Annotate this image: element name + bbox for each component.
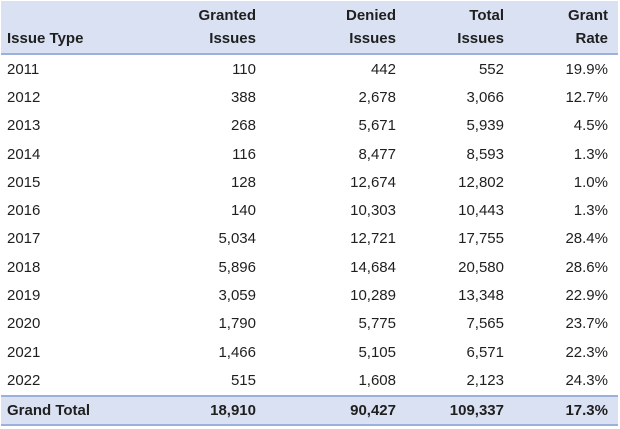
denied-issues-cell: 12,674 (350, 173, 396, 191)
column-header-total-issues: Total Issues (396, 1, 504, 54)
grand-total-rate-cell: 17.3% (565, 401, 608, 419)
total-issues-cell: 3,066 (466, 88, 504, 106)
denied-issues-cell: 2,678 (358, 88, 396, 106)
denied-issues-cell: 5,671 (358, 117, 396, 135)
column-header-issue-type: Issue Type (1, 1, 156, 54)
grand-total-label-cell: Grand Total (7, 401, 91, 419)
table-row: 2021 1,466 5,105 6,571 22.3% (1, 337, 618, 367)
total-issues-cell: 12,802 (458, 173, 504, 191)
table-row: 2011 110 442 552 19.9% (1, 55, 618, 84)
grand-total-total-cell: 109,337 (449, 401, 504, 419)
row-label-cell: 2012 (7, 88, 41, 106)
row-label-cell: 2013 (7, 117, 41, 135)
table-body: 2011 110 442 552 19.9% 2012 388 2,678 3,066 12.7%… (1, 55, 618, 395)
column-header-grant-rate: Grant Rate (504, 1, 618, 54)
table-row: 2015 128 12,674 12,802 1.0% (1, 168, 618, 197)
column-header-rate-line1: Grant (567, 7, 608, 24)
grant-rate-cell: 23.7% (565, 315, 608, 333)
table-row: 2012 388 2,678 3,066 12.7% (1, 83, 618, 112)
denied-issues-cell: 8,477 (358, 145, 396, 163)
row-label-cell: 2017 (7, 230, 41, 248)
granted-issues-cell: 5,896 (218, 258, 256, 276)
grant-rate-cell: 1.0% (573, 173, 608, 191)
total-issues-cell: 6,571 (466, 343, 504, 361)
table-row: 2018 5,896 14,684 20,580 28.6% (1, 253, 618, 282)
grand-total-granted-cell: 18,910 (210, 401, 256, 419)
denied-issues-cell: 14,684 (350, 258, 396, 276)
denied-issues-cell: 10,289 (350, 287, 396, 305)
granted-issues-cell: 268 (230, 117, 256, 135)
table-row: 2013 268 5,671 5,939 4.5% (1, 111, 618, 140)
table-header-row: Issue Type Granted Issues Denied Issues … (1, 1, 618, 55)
granted-issues-cell: 116 (232, 145, 256, 163)
column-header-denied-line1: Denied (345, 7, 396, 24)
table-row: 2019 3,059 10,289 13,348 22.9% (1, 281, 618, 310)
granted-issues-cell: 128 (230, 173, 256, 191)
total-issues-cell: 8,593 (466, 145, 504, 163)
total-issues-cell: 7,565 (466, 315, 504, 333)
granted-issues-cell: 110 (232, 60, 256, 78)
denied-issues-cell: 5,105 (358, 343, 396, 361)
grant-rate-cell: 24.3% (565, 371, 608, 389)
total-issues-cell: 10,443 (458, 202, 504, 220)
grant-rate-cell: 28.6% (565, 258, 608, 276)
granted-issues-cell: 1,790 (218, 315, 256, 333)
denied-issues-cell: 12,721 (350, 230, 396, 248)
granted-issues-cell: 5,034 (218, 230, 256, 248)
grant-rate-cell: 22.3% (565, 343, 608, 361)
column-header-issue-type-label: Issue Type (7, 30, 84, 47)
column-header-denied-issues: Denied Issues (256, 1, 396, 54)
granted-issues-cell: 3,059 (218, 287, 256, 305)
grant-rate-cell: 19.9% (565, 60, 608, 78)
grant-rate-cell: 12.7% (565, 88, 608, 106)
column-header-granted-line2: Issues (209, 30, 256, 47)
grant-rate-cell: 28.4% (565, 230, 608, 248)
total-issues-cell: 17,755 (458, 230, 504, 248)
row-label-cell: 2015 (7, 173, 41, 191)
grant-rate-cell: 1.3% (573, 202, 608, 220)
table-row: 2016 140 10,303 10,443 1.3% (1, 196, 618, 225)
denied-issues-cell: 1,608 (358, 371, 396, 389)
row-label-cell: 2018 (7, 258, 41, 276)
denied-issues-cell: 5,775 (358, 315, 396, 333)
table-row: 2014 116 8,477 8,593 1.3% (1, 139, 618, 169)
column-header-denied-line2: Issues (349, 30, 396, 47)
grand-total-row: Grand Total 18,910 90,427 109,337 17.3% (1, 394, 618, 426)
row-label-cell: 2020 (7, 315, 41, 333)
row-label-cell: 2014 (7, 145, 41, 163)
row-label-cell: 2022 (7, 371, 41, 389)
row-label-cell: 2021 (7, 343, 41, 361)
grant-rate-cell: 4.5% (573, 117, 608, 135)
column-header-granted-issues: Granted Issues (156, 1, 256, 54)
denied-issues-cell: 442 (370, 60, 396, 78)
column-header-granted-line1: Granted (198, 7, 256, 24)
granted-issues-cell: 140 (230, 202, 256, 220)
row-label-cell: 2019 (7, 287, 41, 305)
table-row: 2022 515 1,608 2,123 24.3% (1, 366, 618, 395)
column-header-rate-line2: Rate (575, 30, 608, 47)
grant-rate-cell: 22.9% (565, 287, 608, 305)
granted-issues-cell: 1,466 (218, 343, 256, 361)
total-issues-cell: 5,939 (466, 117, 504, 135)
grand-total-denied-cell: 90,427 (350, 401, 396, 419)
total-issues-cell: 552 (478, 60, 504, 78)
granted-issues-cell: 515 (230, 371, 256, 389)
total-issues-cell: 2,123 (466, 371, 504, 389)
row-label-cell: 2016 (7, 202, 41, 220)
column-header-total-line1: Total (469, 7, 504, 24)
table-row: 2020 1,790 5,775 7,565 23.7% (1, 309, 618, 338)
total-issues-cell: 20,580 (458, 258, 504, 276)
row-label-cell: 2011 (7, 60, 40, 78)
column-header-total-line2: Issues (457, 30, 504, 47)
denied-issues-cell: 10,303 (350, 202, 396, 220)
total-issues-cell: 13,348 (458, 287, 504, 305)
grant-rate-cell: 1.3% (573, 145, 608, 163)
granted-issues-cell: 388 (230, 88, 256, 106)
table-row: 2017 5,034 12,721 17,755 28.4% (1, 224, 618, 254)
